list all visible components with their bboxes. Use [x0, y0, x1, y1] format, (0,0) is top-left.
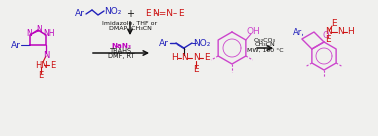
Text: DMAP, CH₃CN: DMAP, CH₃CN: [108, 26, 152, 30]
Text: E: E: [331, 19, 337, 29]
Text: H: H: [347, 27, 353, 36]
Text: N: N: [337, 27, 343, 36]
Text: NH: NH: [43, 29, 55, 38]
Text: NO₂: NO₂: [104, 7, 122, 16]
Text: Ar,: Ar,: [293, 29, 305, 38]
Text: –: –: [154, 10, 158, 18]
Text: E: E: [193, 66, 199, 75]
Text: Ar: Ar: [75, 10, 85, 18]
Text: E: E: [145, 10, 151, 18]
Text: CH₃CN: CH₃CN: [255, 42, 276, 47]
Text: E: E: [204, 53, 210, 63]
Text: N: N: [325, 27, 332, 36]
Text: E: E: [178, 10, 184, 18]
Text: H: H: [170, 53, 177, 63]
Text: N: N: [26, 30, 32, 38]
Text: TBAHS: TBAHS: [110, 48, 132, 54]
Text: N: N: [193, 53, 199, 63]
Text: N=N: N=N: [152, 10, 174, 18]
Text: Cs₂CO₃: Cs₂CO₃: [254, 38, 276, 42]
Text: MW, 100 °C: MW, 100 °C: [247, 47, 284, 52]
Text: Ar: Ar: [159, 38, 169, 47]
Text: Ar: Ar: [11, 41, 21, 50]
Text: E: E: [325, 35, 331, 44]
Text: N: N: [43, 52, 49, 61]
Text: +: +: [126, 9, 134, 19]
Text: HN: HN: [35, 61, 47, 69]
Text: NO₂: NO₂: [193, 38, 211, 47]
Text: Imidazole, THF or: Imidazole, THF or: [102, 21, 158, 26]
Text: N: N: [36, 24, 42, 33]
Text: E: E: [50, 61, 56, 69]
Text: E: E: [39, 72, 43, 81]
Text: N: N: [181, 53, 187, 63]
Text: OH: OH: [246, 27, 260, 36]
Text: DMF, RT: DMF, RT: [108, 53, 134, 59]
Text: –: –: [173, 10, 177, 18]
Text: O: O: [323, 32, 329, 41]
Text: NaN₃: NaN₃: [111, 43, 131, 49]
